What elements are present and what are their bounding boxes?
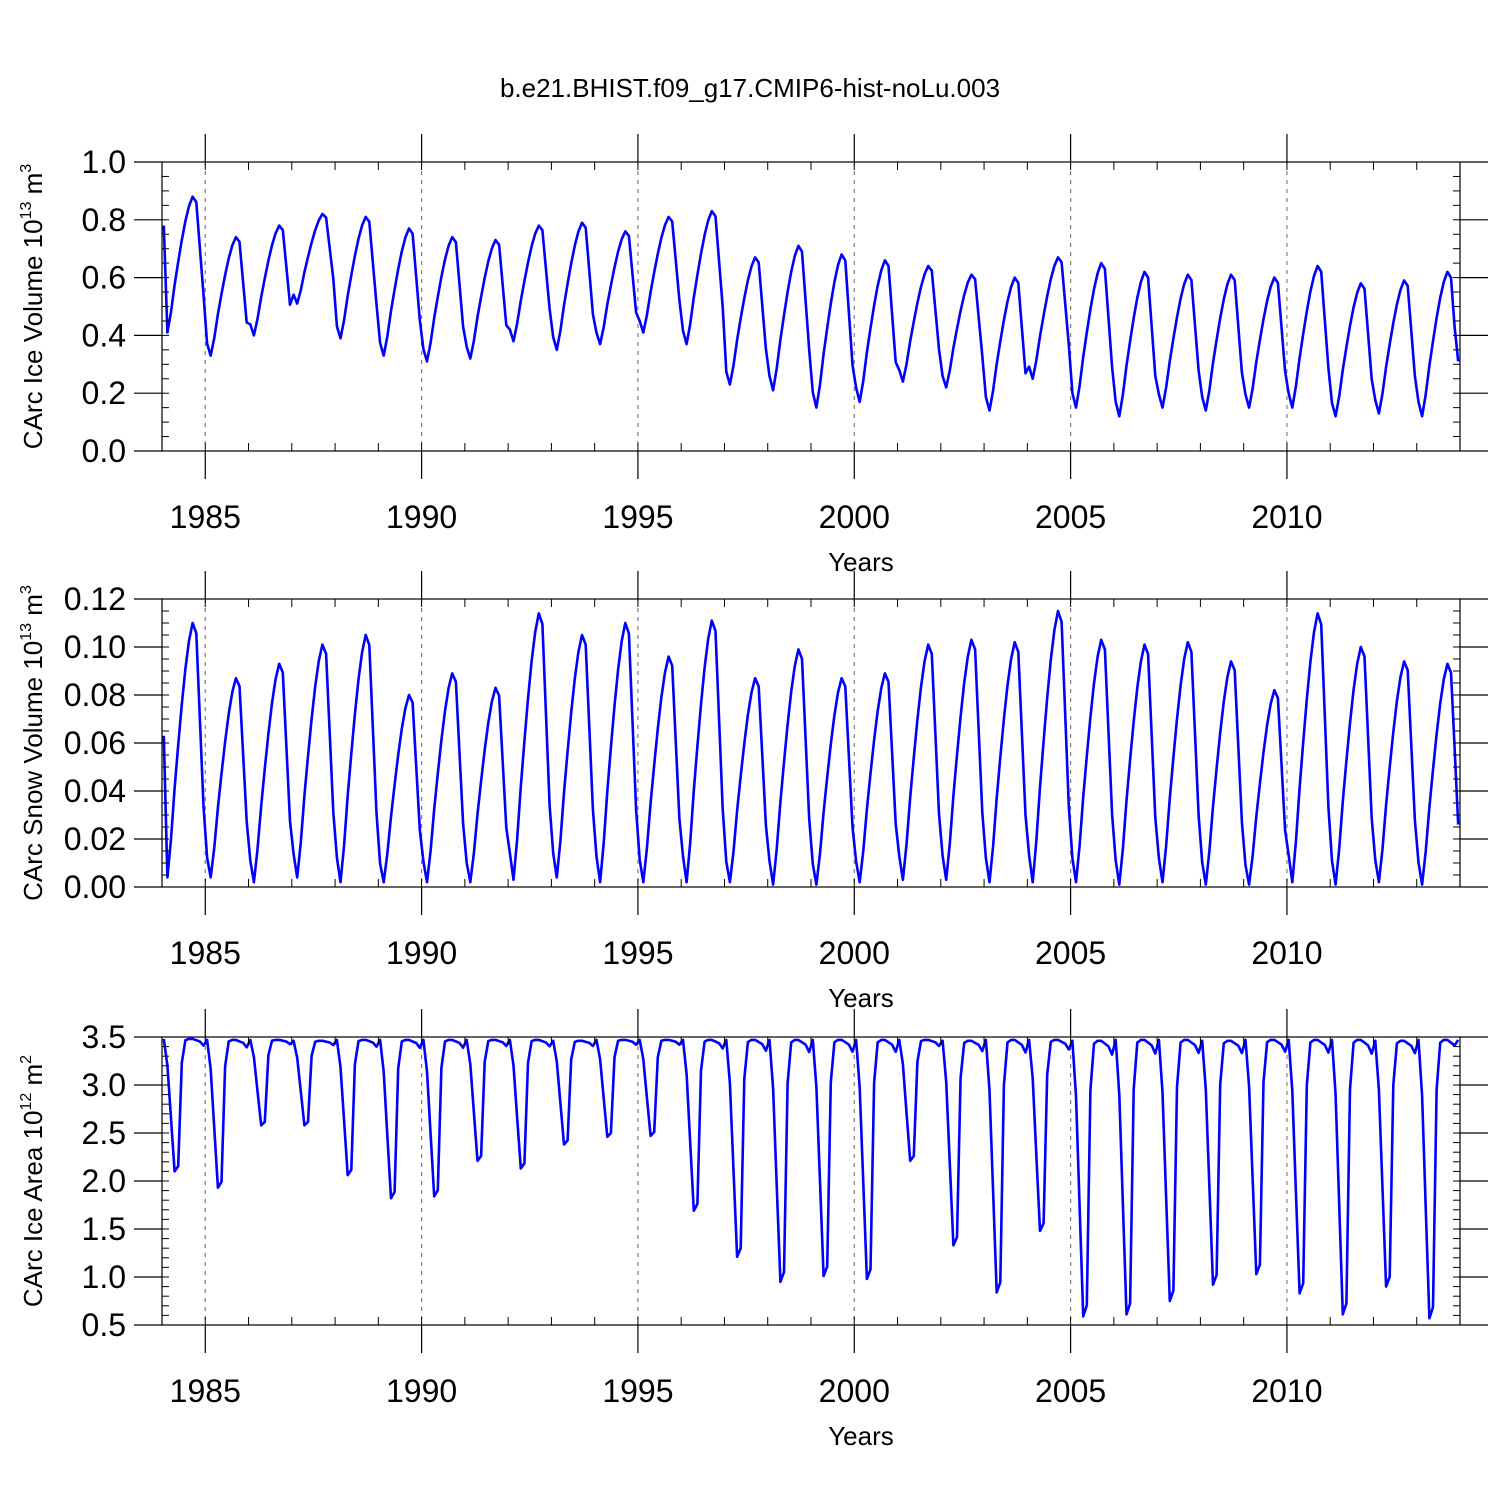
snow-volume-x-tick-label-2000: 2000	[819, 935, 890, 971]
ice-volume-y-tick-label: 0.8	[82, 202, 126, 238]
snow-volume-x-tick-label-1990: 1990	[386, 935, 457, 971]
panel-ice-area: 0.5 1.0 1.5 2.0 2.5 3.0 3.5 1985 1990 1995 2000 200…	[18, 1009, 1488, 1451]
ice-volume-x-tick-label-2005: 2005	[1035, 499, 1106, 535]
snow-volume-y-tick-label: 0.06	[64, 725, 126, 761]
snow-volume-y-tick-label: 0.08	[64, 677, 126, 713]
ice-volume-x-tick-label-1990: 1990	[386, 499, 457, 535]
snow-volume-x-tick-label-2010: 2010	[1251, 935, 1322, 971]
ice-area-x-tick-label-1990: 1990	[386, 1373, 457, 1409]
snow-volume-y-tick-label: 0.04	[64, 773, 126, 809]
ice-area-x-axis-title: Years	[828, 1421, 894, 1451]
ice-area-y-tick-label: 2.5	[82, 1115, 126, 1151]
ice-volume-y-tick-label: 0.4	[82, 317, 126, 353]
snow-volume-y-tick-label: 0.00	[64, 869, 126, 905]
ice-area-x-tick-label-1995: 1995	[602, 1373, 673, 1409]
ice-volume-y-tick-label: 0.6	[82, 260, 126, 296]
ice-area-x-tick-label-2005: 2005	[1035, 1373, 1106, 1409]
ice-area-y-tick-label: 3.5	[82, 1019, 126, 1055]
ice-area-y-tick-label: 1.5	[82, 1211, 126, 1247]
ice-volume-y-tick-label: 0.0	[82, 433, 126, 469]
ice-volume-series-line	[162, 195, 1460, 418]
ice-volume-x-tick-label-1985: 1985	[170, 499, 241, 535]
ice-volume-x-tick-label-1995: 1995	[602, 499, 673, 535]
ice-area-y-axis-title: CArc Ice Area 1012 m2	[18, 1055, 48, 1307]
figure-title: b.e21.BHIST.f09_g17.CMIP6-hist-noLu.003	[500, 73, 1000, 103]
snow-volume-y-axis-title: CArc Snow Volume 1013 m3	[18, 585, 48, 901]
snow-volume-x-tick-label-2005: 2005	[1035, 935, 1106, 971]
snow-volume-x-axis-title: Years	[828, 983, 894, 1013]
ice-area-x-tick-label-2010: 2010	[1251, 1373, 1322, 1409]
ice-area-y-tick-label: 0.5	[82, 1307, 126, 1343]
ice-volume-x-axis-title: Years	[828, 547, 894, 577]
snow-volume-y-tick-label: 0.10	[64, 629, 126, 665]
ice-area-y-tick-label: 3.0	[82, 1067, 126, 1103]
ice-area-y-tick-label: 1.0	[82, 1259, 126, 1295]
ice-area-y-tick-label: 2.0	[82, 1163, 126, 1199]
snow-volume-x-tick-label-1985: 1985	[170, 935, 241, 971]
ice-volume-y-tick-label: 0.2	[82, 375, 126, 411]
ice-volume-x-tick-label-2000: 2000	[819, 499, 890, 535]
ice-area-series-line	[162, 1037, 1460, 1320]
ice-area-plot-frame	[161, 1036, 1461, 1326]
ice-volume-x-tick-label-2010: 2010	[1251, 499, 1322, 535]
panel-ice-volume: 0.0 0.2 0.4 0.6 0.8 1.0 1985 1990 1995 2000 2005 20…	[18, 134, 1488, 577]
panel-snow-volume: 0.00 0.02 0.04 0.06 0.08 0.10 0.12 1985 1990 1995…	[18, 571, 1488, 1013]
snow-volume-y-tick-label: 0.02	[64, 821, 126, 857]
ice-volume-y-tick-label: 1.0	[82, 144, 126, 180]
ice-area-x-tick-label-1985: 1985	[170, 1373, 241, 1409]
ice-volume-y-axis-title: CArc Ice Volume 1013 m3	[18, 164, 48, 449]
snow-volume-y-tick-label: 0.12	[64, 581, 126, 617]
snow-volume-series-line	[162, 609, 1460, 886]
ice-area-x-tick-label-2000: 2000	[819, 1373, 890, 1409]
snow-volume-x-tick-label-1995: 1995	[602, 935, 673, 971]
